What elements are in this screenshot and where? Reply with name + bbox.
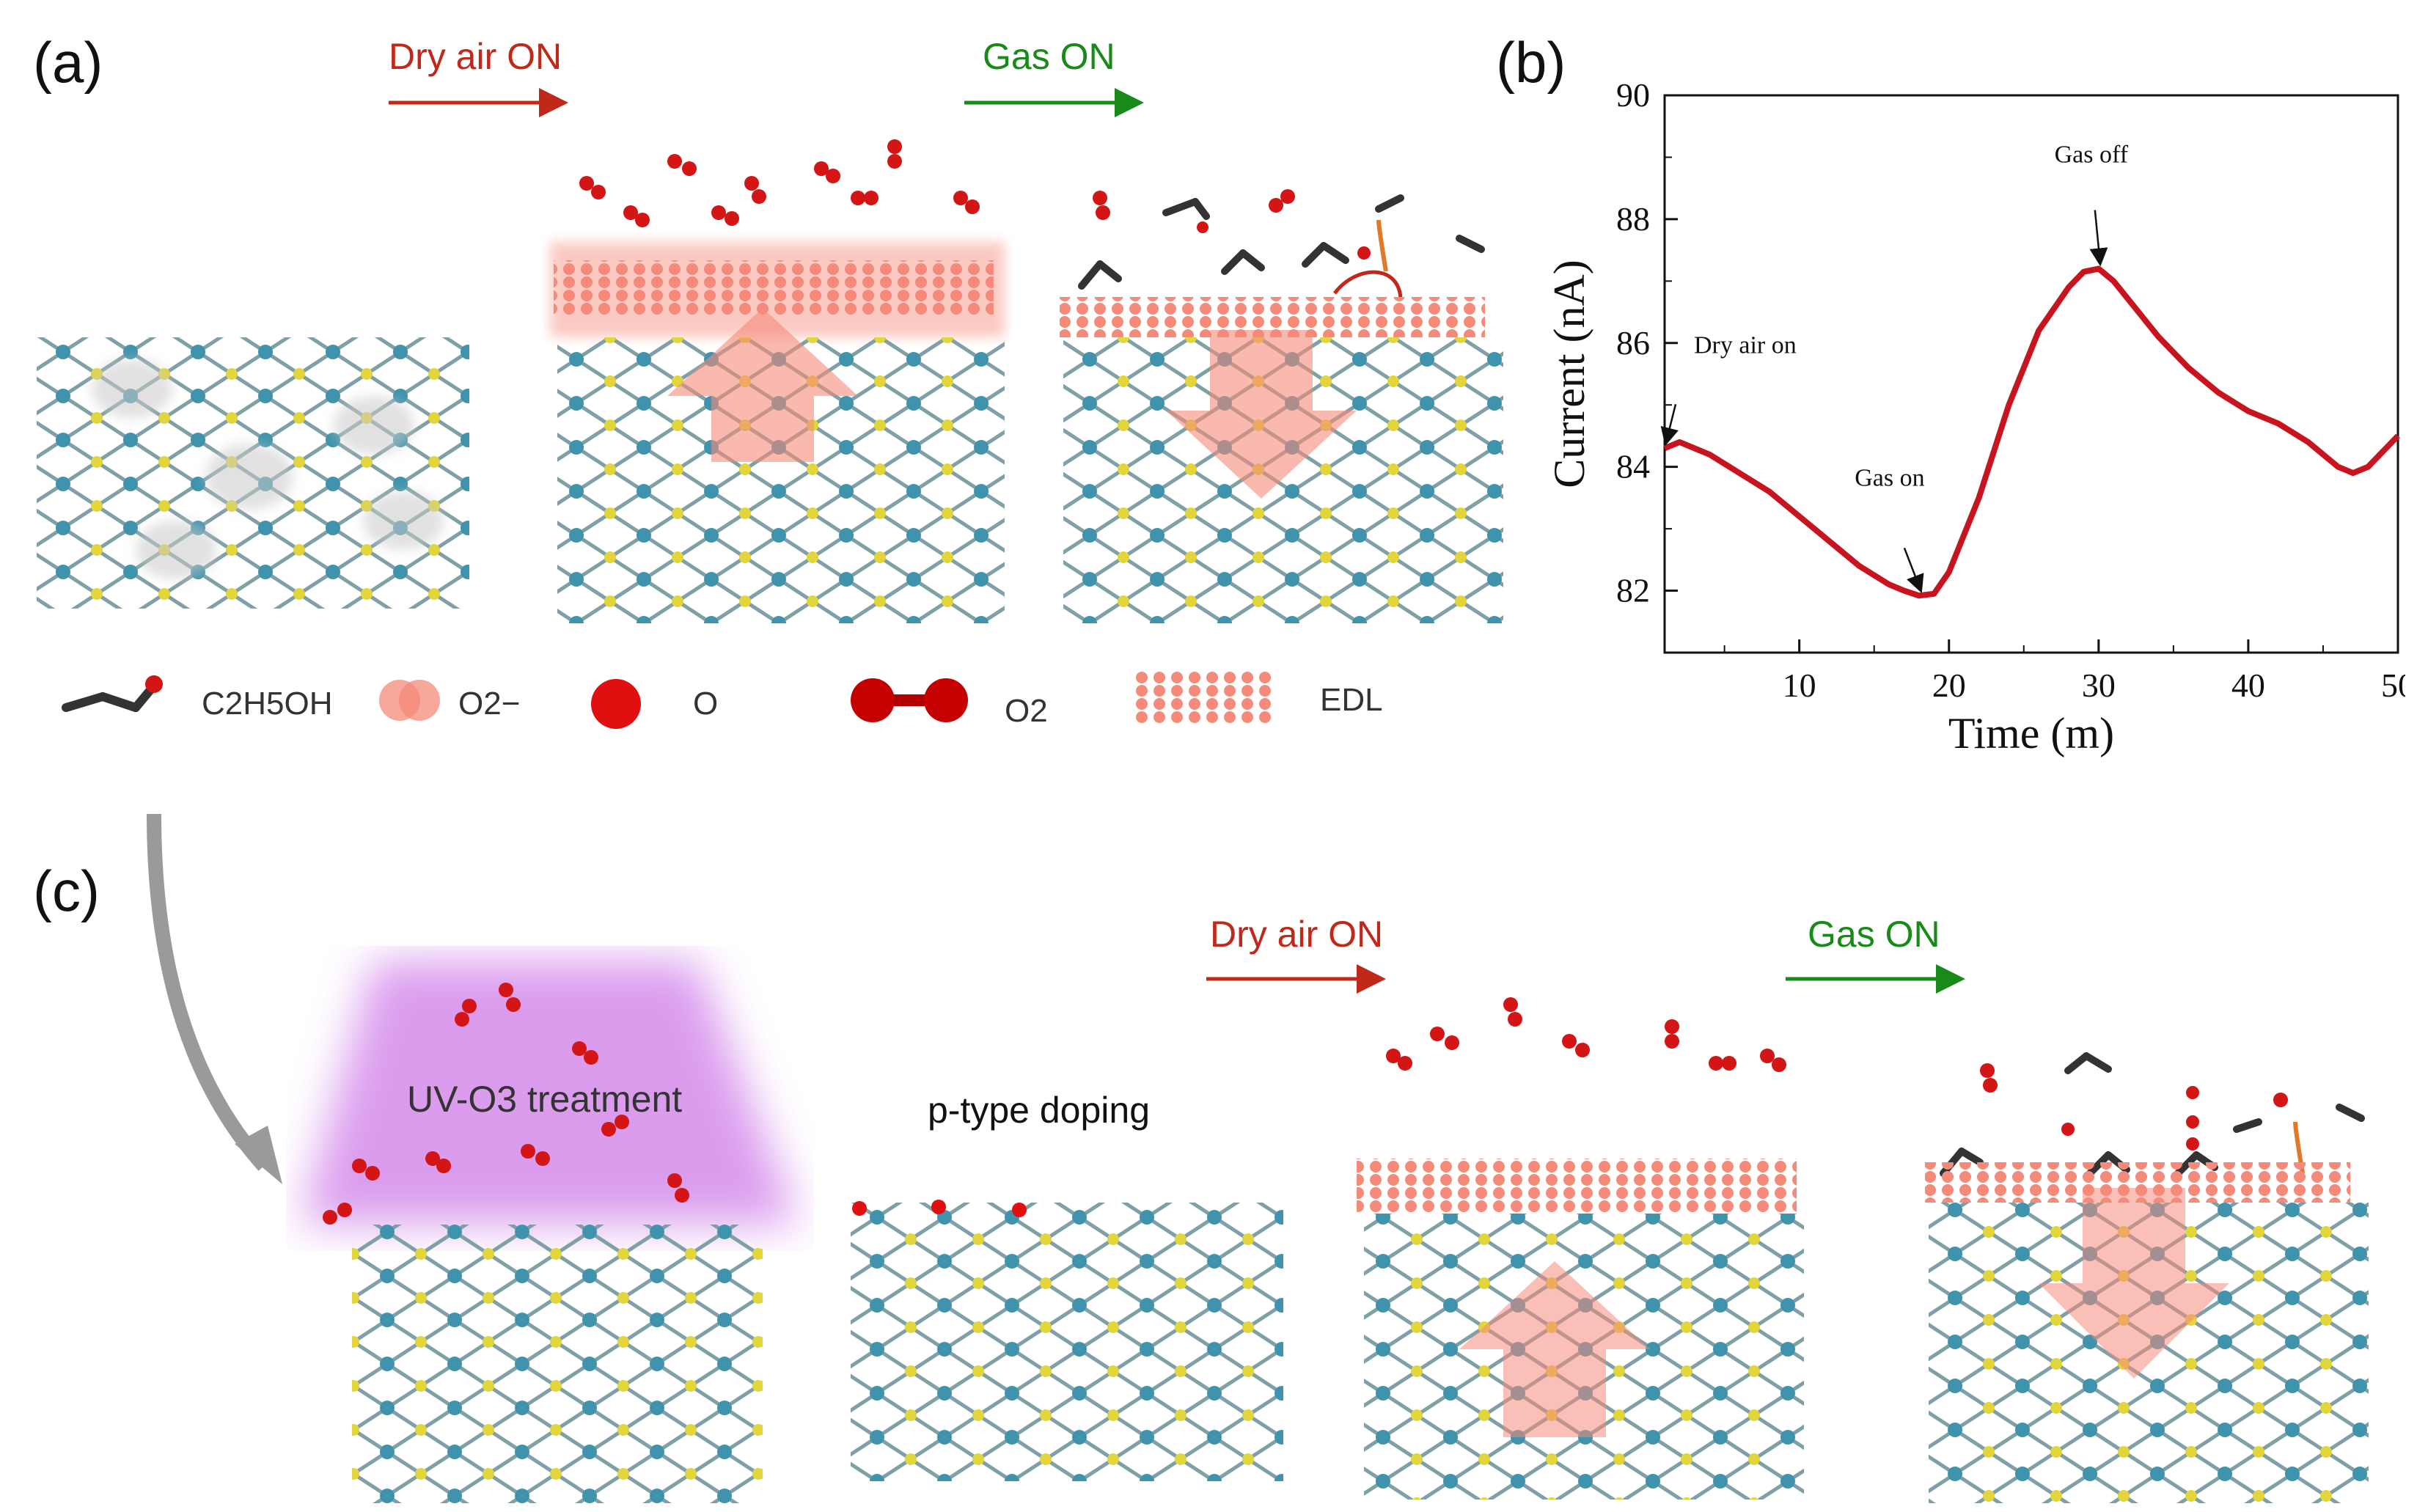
oxygen-molecule-icon — [851, 678, 968, 722]
oxygen-molecules — [579, 139, 980, 227]
panel-a-gas-on-arrow — [964, 88, 1144, 117]
panel-c-doped-lattice — [851, 1200, 1283, 1481]
downward-charge-arrow — [2039, 1188, 2229, 1379]
panel-c-gas-on-scene — [1925, 1052, 2369, 1503]
y-tick-label: 82 — [1616, 572, 1650, 609]
panel-c-dry-air-scene — [1357, 997, 1804, 1500]
downward-charge-arrow — [1166, 330, 1357, 499]
annotation-arrow — [2089, 210, 2108, 267]
legend-oxygen-atom-label: O — [693, 686, 719, 722]
x-tick-label: 40 — [2231, 667, 2265, 704]
panel-a-dry-air-label: Dry air ON — [389, 36, 562, 77]
panel-c-label: (c) — [33, 859, 100, 923]
panel-c-gas-on-arrow — [1786, 964, 1965, 994]
panel-a-gas-on-scene — [1060, 189, 1503, 623]
current-vs-time-chart: 10 20 30 40 50 82 84 86 88 90 Dry air on Gas on Ga… — [1545, 76, 2405, 757]
superoxide-icon — [379, 680, 440, 721]
legend-ethanol-label: C2H5OH — [202, 686, 333, 722]
y-tick-label: 86 — [1616, 324, 1650, 362]
annotation-label: Gas on — [1855, 464, 1924, 491]
uv-treatment-label: UV-O3 treatment — [407, 1079, 683, 1120]
ethanol-icon — [62, 675, 163, 712]
oxygen-atom-icon — [591, 679, 641, 729]
p-type-doping-label: p-type doping — [928, 1090, 1151, 1131]
panel-c-gas-on-label: Gas ON — [1808, 914, 1940, 955]
upward-charge-arrow — [667, 308, 858, 462]
panel-a-dry-air-scene — [550, 139, 1005, 623]
x-tick-label: 30 — [2082, 667, 2116, 704]
panel-a-gas-on-label: Gas ON — [983, 36, 1115, 77]
plot-frame — [1663, 94, 2399, 654]
panel-c-dry-air-label: Dry air ON — [1210, 914, 1384, 955]
upward-charge-arrow — [1459, 1261, 1650, 1437]
y-tick-label: 88 — [1616, 200, 1650, 238]
annotation-arrow — [1903, 547, 1924, 593]
panel-c-uv-treatment-scene — [301, 961, 799, 1503]
panel-a-label: (a) — [33, 30, 103, 95]
panel-b-label: (b) — [1496, 30, 1566, 95]
panel-a-pristine-lattice — [37, 337, 469, 609]
legend-edl-label: EDL — [1320, 682, 1383, 718]
panel-a-dry-air-arrow — [389, 88, 568, 117]
annotation-label: Gas off — [2055, 141, 2129, 168]
legend-oxygen-molecule-label: O2 — [1005, 693, 1048, 729]
legend-superoxide-label: O2− — [458, 686, 521, 722]
y-tick-label: 90 — [1616, 76, 1650, 114]
x-tick-label: 20 — [1932, 667, 1966, 704]
x-tick-label: 50 — [2381, 667, 2405, 704]
y-tick-label: 84 — [1616, 448, 1650, 485]
x-axis-label: Time (m) — [1948, 709, 2114, 757]
annotation-label: Dry air on — [1694, 331, 1797, 359]
annotation-arrow — [1660, 404, 1679, 447]
panel-c-dry-air-arrow — [1206, 964, 1386, 994]
current-series-line — [1663, 265, 2400, 599]
y-axis-label: Current (nA) — [1545, 260, 1593, 488]
x-tick-label: 10 — [1783, 667, 1816, 704]
edl-icon — [1133, 671, 1272, 724]
panel-c-transition-arrow — [147, 813, 282, 1184]
